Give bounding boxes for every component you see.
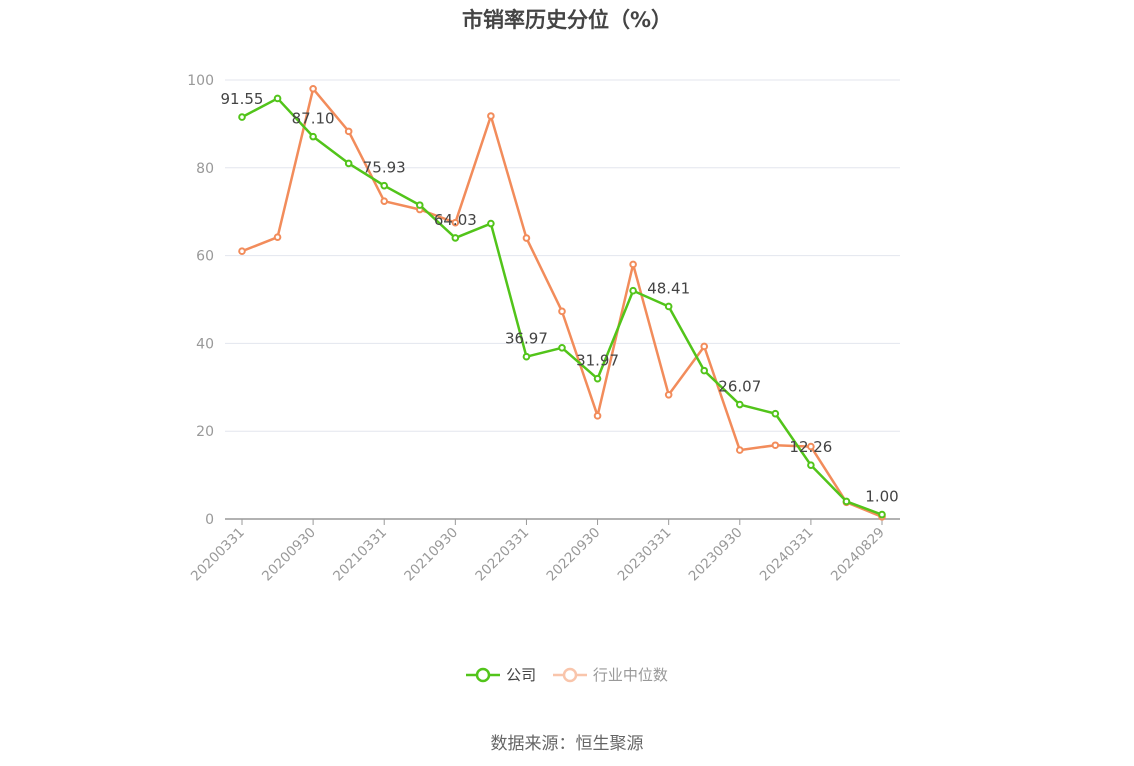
- data-point: [522, 234, 531, 242]
- data-label: 91.55: [221, 90, 264, 108]
- source-note: 数据来源：恒生聚源: [490, 734, 644, 754]
- legend-line-orange-icon: [552, 667, 587, 682]
- data-point: [629, 260, 637, 269]
- data-point: [735, 400, 744, 409]
- data-point: [415, 201, 424, 209]
- data-label: 36.97: [505, 330, 548, 348]
- series-line-行业中位数: [241, 87, 883, 518]
- legend-item-company[interactable]: 公司: [466, 664, 536, 685]
- x-tick-label: 20230331: [615, 525, 675, 585]
- legend: 公司 行业中位数: [0, 664, 1134, 687]
- data-point: [878, 510, 886, 519]
- y-tick-label: 0: [205, 512, 214, 528]
- data-point: [593, 374, 602, 383]
- data-point: [629, 286, 637, 295]
- x-tick-label: 20240331: [757, 525, 817, 585]
- data-point: [273, 233, 282, 241]
- data-label: 75.93: [363, 159, 406, 177]
- y-tick-label: 40: [196, 336, 214, 352]
- data-point: [344, 127, 353, 136]
- y-tick-label: 100: [187, 73, 214, 89]
- data-point: [700, 366, 709, 375]
- data-point: [380, 181, 389, 190]
- data-label: 1.00: [865, 488, 898, 506]
- series-line-公司: [241, 97, 883, 516]
- data-point: [735, 446, 744, 454]
- grid-layer: [225, 79, 900, 432]
- data-point: [771, 409, 780, 418]
- data-point: [522, 352, 531, 361]
- data-point: [807, 442, 815, 451]
- data-point: [700, 342, 709, 351]
- data-label: 26.07: [718, 378, 761, 396]
- data-point: [451, 218, 460, 227]
- data-label: 12.26: [789, 438, 832, 456]
- x-tick-label: 20240829: [828, 525, 888, 585]
- x-tick-label: 20220930: [543, 525, 603, 585]
- label-layer: 91.55 87.10 75.93 64.03 36.97 31.97 48.41 26.07…: [221, 90, 899, 506]
- x-tick-label: 20220331: [472, 525, 532, 585]
- legend-label-industry: 行业中位数: [592, 666, 668, 684]
- data-point: [487, 219, 495, 228]
- data-label: 87.10: [292, 110, 335, 128]
- data-point: [380, 197, 389, 205]
- data-point: [664, 302, 673, 311]
- data-point: [771, 441, 780, 450]
- x-tick-label: 20200331: [188, 525, 248, 585]
- legend-line-green-icon: [466, 667, 501, 682]
- data-point: [664, 390, 673, 399]
- data-label: 48.41: [647, 279, 690, 297]
- data-point: [558, 307, 566, 316]
- data-point: [451, 234, 460, 242]
- x-tick-label: 20200930: [259, 525, 319, 585]
- data-point: [558, 343, 566, 352]
- data-point: [344, 159, 353, 168]
- data-point: [842, 497, 851, 506]
- x-tick-label: 20230930: [686, 525, 746, 585]
- data-point: [238, 113, 246, 121]
- line-chart: 0 20 40 60 80 100 20200331 20200930 20210331 2021…: [187, 73, 900, 585]
- y-tick-label: 60: [196, 249, 214, 265]
- data-point: [238, 247, 246, 256]
- y-tick-label: 80: [196, 161, 214, 177]
- y-tick-label: 20: [196, 424, 214, 440]
- data-point: [487, 112, 495, 120]
- chart-title: 市销率历史分位（%）: [461, 8, 673, 32]
- x-tick-label: 20210331: [330, 525, 390, 585]
- data-point: [273, 94, 282, 103]
- data-label: 64.03: [434, 211, 477, 229]
- data-point: [807, 461, 815, 469]
- series-layer: [238, 84, 886, 521]
- legend-label-company: 公司: [506, 666, 537, 684]
- x-tick-label: 20210930: [401, 525, 461, 585]
- data-point: [309, 84, 317, 93]
- data-point: [593, 412, 602, 420]
- data-point: [309, 132, 317, 141]
- legend-item-industry[interactable]: 行业中位数: [552, 664, 668, 685]
- data-label: 31.97: [576, 352, 619, 370]
